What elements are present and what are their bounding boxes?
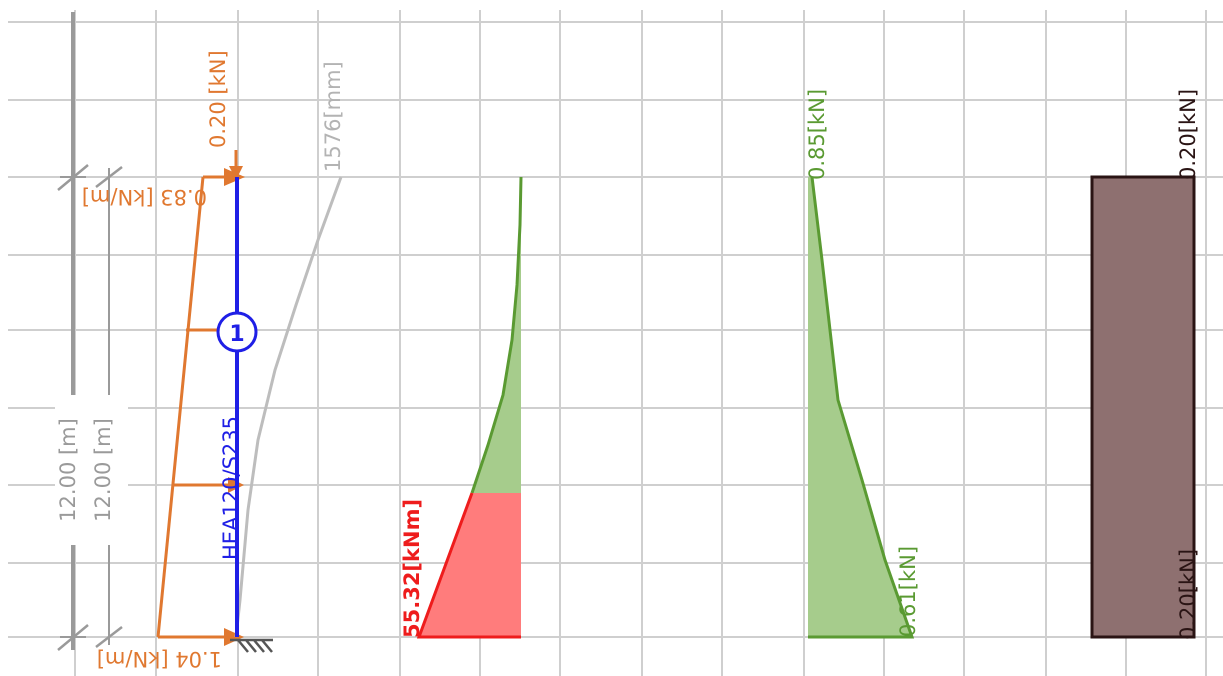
distributed-load-top-label: 0.83 [kN/m] — [82, 185, 207, 209]
point-load-label: 0.20 [kN] — [206, 50, 230, 148]
point-load-arrowhead — [229, 166, 243, 180]
moment-positive-area — [472, 177, 521, 493]
shear-area — [808, 177, 912, 637]
node-number: 1 — [229, 322, 244, 347]
background-grid — [8, 10, 1223, 676]
moment-negative-line — [416, 492, 521, 639]
moment-negative-area — [419, 493, 521, 637]
outer-dimension-label: 12.00 [m] — [56, 418, 80, 522]
distributed-load-bottom-label: 1.04 [kN/m] — [97, 647, 222, 671]
distributed-load — [156, 175, 232, 639]
deflection-label: 1576[mm] — [321, 61, 345, 172]
shear-line — [808, 176, 915, 639]
axial-outline — [1090, 175, 1196, 639]
moment-positive-line — [470, 176, 523, 494]
axial-top-label: 0.20[kN] — [1176, 89, 1200, 180]
fixed-support-icon — [230, 638, 273, 653]
shear-bottom-label: 0.61[kN] — [896, 546, 920, 637]
section-label: HEA120/S235 — [219, 416, 243, 560]
axial-bottom-label: 0.20[kN] — [1176, 549, 1200, 640]
inner-dimension-label: 12.00 [m] — [91, 418, 115, 522]
moment-label: 55.32[kNm] — [400, 499, 424, 638]
deflection-curve — [234, 176, 343, 638]
load-arrowhead-bottom — [224, 628, 244, 646]
axial-area — [1092, 177, 1194, 637]
node-marker[interactable] — [216, 311, 258, 353]
outer-dim-label-bg — [55, 395, 93, 545]
shear-top-label: 0.85[kN] — [805, 89, 829, 180]
inner-dim-label-bg — [92, 395, 128, 545]
